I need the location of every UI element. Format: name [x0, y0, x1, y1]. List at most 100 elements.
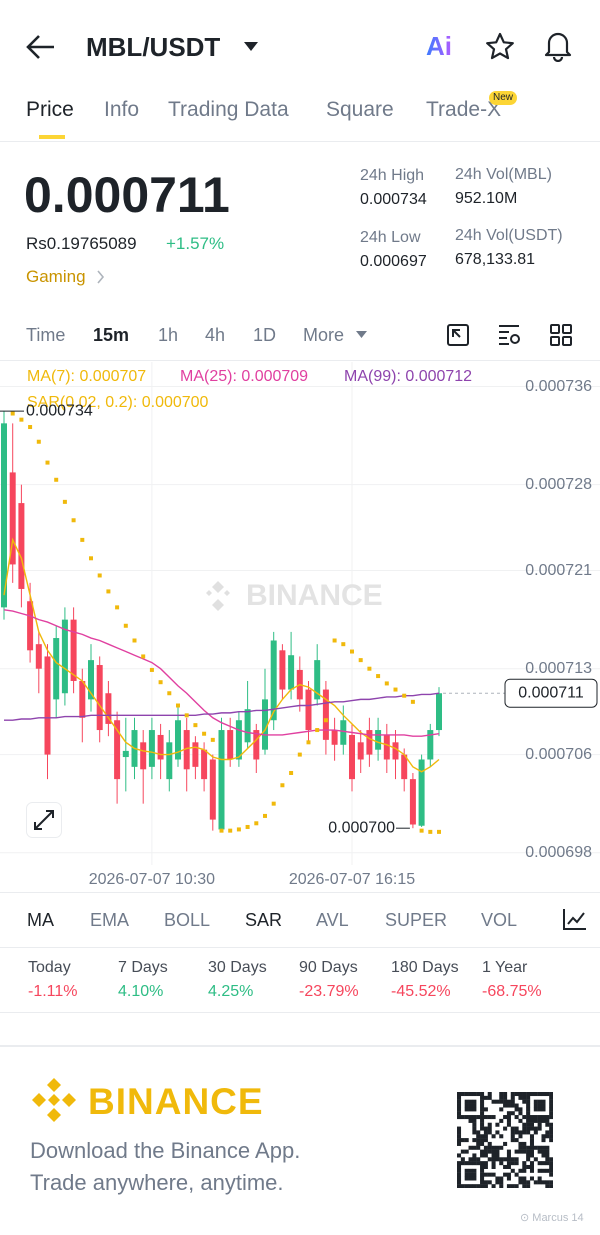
- period-change: 4.25%: [208, 983, 254, 1000]
- qr-module: [476, 1092, 481, 1097]
- qr-module: [514, 1172, 519, 1177]
- candle-body: [349, 734, 355, 780]
- promo-line: Trade anywhere, anytime.: [30, 1170, 284, 1195]
- ai-button[interactable]: Ai: [422, 32, 462, 64]
- qr-module: [533, 1118, 538, 1123]
- qr-module: [529, 1176, 534, 1181]
- candle-body: [96, 665, 103, 731]
- qr-module: [460, 1161, 465, 1166]
- qr-module: [545, 1118, 550, 1123]
- qr-module: [495, 1180, 500, 1185]
- sar-dot: [350, 649, 354, 654]
- qr-module: [480, 1153, 485, 1158]
- qr-module: [480, 1164, 485, 1169]
- qr-module: [541, 1138, 546, 1143]
- sar-dot: [10, 411, 15, 416]
- timeframe[interactable]: 1h: [158, 325, 179, 345]
- qr-module: [480, 1095, 485, 1100]
- qr-module: [545, 1145, 550, 1150]
- qr-module: [526, 1107, 531, 1112]
- settings-icon[interactable]: [497, 323, 523, 347]
- timeframe[interactable]: 4h: [205, 325, 226, 345]
- qr-module: [495, 1149, 500, 1154]
- qr-module: [495, 1099, 500, 1104]
- tab[interactable]: Trading Data: [168, 98, 289, 121]
- candle-body: [35, 644, 42, 669]
- sar-dot: [19, 417, 24, 422]
- qr-module: [491, 1172, 496, 1177]
- qr-module: [472, 1157, 477, 1162]
- qr-module: [549, 1115, 553, 1120]
- tab[interactable]: Square: [326, 98, 394, 121]
- timeframe[interactable]: 15m: [93, 325, 130, 345]
- qr-module: [541, 1107, 546, 1112]
- fullscreen-icon[interactable]: [446, 323, 470, 347]
- pair-caret[interactable]: [243, 41, 259, 53]
- timeframe[interactable]: Time: [26, 325, 66, 345]
- qr-module: [529, 1092, 534, 1097]
- price-chart: BINANCE 0.000736 0.000728 0.000721 0.000713…: [0, 362, 600, 888]
- qr-module: [549, 1164, 553, 1169]
- qr-module: [518, 1176, 523, 1181]
- indicator[interactable]: BOLL: [164, 910, 211, 930]
- period-label: 90 Days: [299, 959, 358, 976]
- qr-module: [506, 1157, 511, 1162]
- qr-module: [472, 1145, 477, 1150]
- qr-module: [503, 1103, 508, 1108]
- layout-icon[interactable]: [549, 323, 573, 347]
- qr-module: [529, 1168, 534, 1173]
- binance-logo: [32, 1078, 76, 1122]
- qr-module: [514, 1107, 519, 1112]
- qr-module: [472, 1122, 477, 1127]
- stat-label: 24h Low: [360, 229, 421, 246]
- sar-dot: [97, 573, 102, 578]
- indicator[interactable]: SAR: [245, 910, 283, 930]
- qr-module: [499, 1145, 504, 1150]
- qr-module: [549, 1134, 553, 1139]
- candle-body: [244, 709, 251, 743]
- qr-module: [472, 1107, 477, 1112]
- pair-title[interactable]: MBL/USDT: [86, 32, 221, 62]
- category-tag[interactable]: Gaming: [26, 267, 86, 286]
- candle-body: [288, 655, 295, 690]
- qr-module: [514, 1161, 519, 1166]
- qr-module: [518, 1111, 523, 1116]
- timeframe[interactable]: More: [303, 325, 345, 345]
- qr-module: [526, 1153, 531, 1158]
- tab[interactable]: Info: [104, 98, 140, 121]
- qr-module: [487, 1145, 492, 1150]
- qr-module: [510, 1157, 515, 1162]
- indicator[interactable]: EMA: [90, 910, 130, 930]
- qr-module: [526, 1095, 531, 1100]
- qr-module: [499, 1099, 504, 1104]
- qr-module: [457, 1164, 462, 1169]
- qr-module: [480, 1138, 485, 1143]
- qr-module: [480, 1122, 485, 1127]
- qr-module: [514, 1138, 519, 1143]
- tab[interactable]: Trade-X: [426, 98, 502, 121]
- indicator[interactable]: AVL: [316, 910, 349, 930]
- ma-line: [3, 537, 440, 773]
- back-button[interactable]: [26, 34, 56, 60]
- qr-module: [457, 1099, 462, 1104]
- favorite-button[interactable]: [485, 32, 515, 62]
- stat-label: 24h Vol(MBL): [455, 166, 552, 183]
- qr-module: [468, 1103, 473, 1108]
- timeframe[interactable]: 1D: [253, 325, 277, 345]
- qr-module: [464, 1168, 469, 1173]
- qr-module: [503, 1141, 508, 1146]
- tab[interactable]: Price: [26, 98, 74, 121]
- qr-module: [545, 1115, 550, 1120]
- qr-module: [480, 1099, 485, 1104]
- indicator-settings[interactable]: [562, 907, 588, 931]
- qr-module: [522, 1180, 527, 1185]
- indicator[interactable]: SUPER: [385, 910, 448, 930]
- expand-button[interactable]: [26, 802, 62, 838]
- candle-body: [140, 742, 147, 770]
- new-badge: New: [489, 91, 518, 105]
- indicator[interactable]: MA: [27, 910, 54, 930]
- notification-button[interactable]: [543, 30, 573, 62]
- qr-module: [503, 1095, 508, 1100]
- qr-module: [506, 1103, 511, 1108]
- indicator[interactable]: VOL: [481, 910, 518, 930]
